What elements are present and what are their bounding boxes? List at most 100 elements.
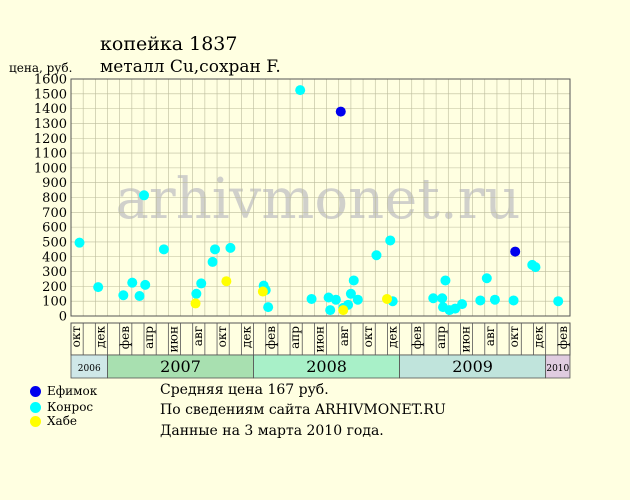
data-point-Конрос xyxy=(352,294,363,305)
y-tick-label: 1300 xyxy=(34,117,67,132)
data-point-Конрос xyxy=(93,282,104,293)
data-point-Конрос xyxy=(225,242,236,253)
data-point-Конрос xyxy=(489,294,500,305)
data-point-Хабе xyxy=(190,298,201,309)
data-point-Конрос xyxy=(306,293,317,304)
y-tick-label: 1600 xyxy=(34,73,67,88)
year-label: 2009 xyxy=(452,357,493,376)
data-point-Конрос xyxy=(508,295,519,306)
data-point-Конрос xyxy=(295,85,306,96)
y-tick-label: 900 xyxy=(42,176,67,191)
month-label: июн xyxy=(166,326,180,352)
legend-marker-habe xyxy=(30,415,41,427)
y-tick-label: 1400 xyxy=(34,102,67,117)
data-point-Конрос xyxy=(457,299,468,310)
watermark: arhivmonet.ru xyxy=(116,167,521,232)
month-label: июн xyxy=(459,326,473,352)
plot-border xyxy=(70,78,571,317)
data-point-Конрос xyxy=(139,190,150,201)
data-point-Конрос xyxy=(134,291,145,302)
data-point-Конрос xyxy=(140,279,151,290)
data-point-Конрос xyxy=(263,302,274,313)
data-point-Конрос xyxy=(428,293,439,304)
month-label: авг xyxy=(191,326,205,346)
data-points xyxy=(74,85,564,316)
y-tick-label: 1100 xyxy=(34,147,67,162)
month-label: дек xyxy=(239,326,253,348)
month-label: апр xyxy=(288,326,302,349)
data-point-Конрос xyxy=(74,237,85,248)
chart-title: копейка 1837 xyxy=(100,33,238,55)
legend-marker-efimok xyxy=(30,385,41,397)
data-point-Конрос xyxy=(196,278,207,289)
chart-subtitle: металл Cu,сохран F. xyxy=(100,57,281,77)
month-row xyxy=(70,322,571,356)
y-tick-label: 300 xyxy=(42,265,67,280)
data-point-Конрос xyxy=(348,275,359,286)
month-label: окт xyxy=(215,326,229,348)
data-point-Конрос xyxy=(191,288,202,299)
data-point-Конрос xyxy=(158,244,169,255)
month-label: авг xyxy=(337,326,351,346)
data-point-Конрос xyxy=(437,293,448,304)
data-point-Конрос xyxy=(440,275,451,286)
data-point-Конрос xyxy=(371,250,382,261)
y-tick-label: 400 xyxy=(42,250,67,265)
y-tick-label: 1200 xyxy=(34,132,67,147)
month-label: окт xyxy=(507,326,521,348)
year-band xyxy=(545,354,571,379)
data-point-Хабе xyxy=(338,305,349,316)
data-date: Данные на 3 марта 2010 года. xyxy=(160,423,384,439)
y-tick-label: 700 xyxy=(42,206,67,221)
month-label: авг xyxy=(483,326,497,346)
data-point-Конрос xyxy=(475,295,486,306)
year-label: 2006 xyxy=(78,364,101,374)
month-label: дек xyxy=(532,326,546,348)
source-note: По сведениям сайта ARHIVMONET.RU xyxy=(160,402,446,418)
data-point-Конрос xyxy=(210,244,221,255)
legend-item-konros: Конрос xyxy=(30,400,93,414)
month-label: апр xyxy=(434,326,448,349)
data-point-Конрос xyxy=(207,256,218,267)
legend-marker-konros xyxy=(30,401,41,413)
month-label: июн xyxy=(312,326,326,352)
legend-label-efimok: Ефимок xyxy=(47,384,98,398)
y-axis-label: цена, руб. xyxy=(9,61,73,75)
legend-label-habe: Хабе xyxy=(47,414,78,428)
month-label: дек xyxy=(93,326,107,348)
y-tick-label: 1500 xyxy=(34,87,67,102)
y-tick-label: 1000 xyxy=(34,161,67,176)
average-price: Средняя цена 167 руб. xyxy=(160,382,329,398)
year-label: 2008 xyxy=(306,357,347,376)
year-label: 2007 xyxy=(160,357,201,376)
y-tick-label: 0 xyxy=(59,310,67,325)
year-label: 2010 xyxy=(546,364,569,374)
month-label: фев xyxy=(410,326,424,349)
month-label: фев xyxy=(264,326,278,349)
y-tick-label: 100 xyxy=(42,295,67,310)
data-point-Конрос xyxy=(325,305,336,316)
data-point-Конрос xyxy=(530,262,541,273)
data-point-Конрос xyxy=(481,273,492,284)
month-label: фев xyxy=(118,326,132,349)
data-point-Конрос xyxy=(330,294,341,305)
data-point-Хабе xyxy=(257,286,268,297)
y-axis: 0100200300400500600700800900100011001200… xyxy=(34,73,67,325)
y-tick-label: 600 xyxy=(42,221,67,236)
watermark-layer: arhivmonet.ru xyxy=(116,167,521,232)
data-point-Конрос xyxy=(127,277,138,288)
month-label: окт xyxy=(361,326,375,348)
legend-label-konros: Конрос xyxy=(47,400,94,414)
data-point-Хабе xyxy=(221,276,232,287)
y-tick-label: 500 xyxy=(42,235,67,250)
data-point-Ефимок xyxy=(510,246,521,257)
y-tick-label: 800 xyxy=(42,191,67,206)
month-label: окт xyxy=(69,326,83,348)
data-point-Конрос xyxy=(553,296,564,307)
data-point-Хабе xyxy=(382,293,393,304)
data-point-Конрос xyxy=(118,290,129,301)
y-tick-label: 200 xyxy=(42,280,67,295)
data-point-Ефимок xyxy=(335,106,346,117)
month-label: апр xyxy=(142,326,156,349)
